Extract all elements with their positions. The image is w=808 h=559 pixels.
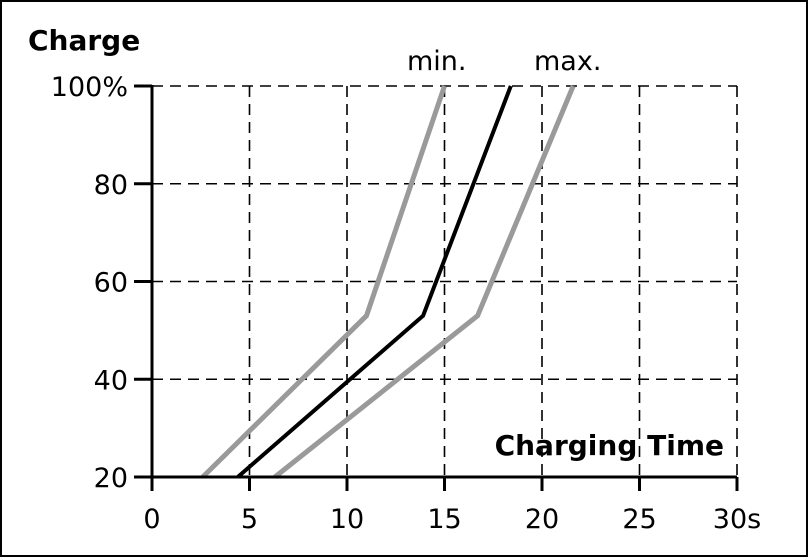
- y-tick-label: 20: [94, 463, 128, 494]
- x-tick-label: 10: [330, 504, 364, 535]
- y-tick-label: 60: [94, 268, 128, 299]
- x-axis-title: Charging Time: [495, 429, 724, 462]
- series-line-typical: [236, 85, 513, 479]
- series-lines: [200, 85, 576, 479]
- x-tick-label: 0: [143, 504, 160, 535]
- x-tick-label: 30s: [713, 504, 761, 535]
- series-label-max: max.: [534, 46, 601, 77]
- axes: [134, 85, 737, 479]
- x-tick-label: 15: [427, 504, 461, 535]
- x-tick-label: 25: [622, 504, 656, 535]
- y-tick-label: 80: [94, 170, 128, 201]
- x-tick-label: 20: [525, 504, 559, 535]
- series-label-min: min.: [407, 46, 467, 77]
- series-line-min: [200, 85, 447, 479]
- y-tick-label: 100%: [51, 72, 128, 103]
- series-line-max: [273, 85, 576, 479]
- x-tick-label: 5: [241, 504, 258, 535]
- y-axis-title: Charge: [28, 24, 140, 57]
- labels: Charge Charging Time min. max. 0 5 10 15 20 2…: [28, 24, 761, 535]
- y-tick-label: 40: [94, 365, 128, 396]
